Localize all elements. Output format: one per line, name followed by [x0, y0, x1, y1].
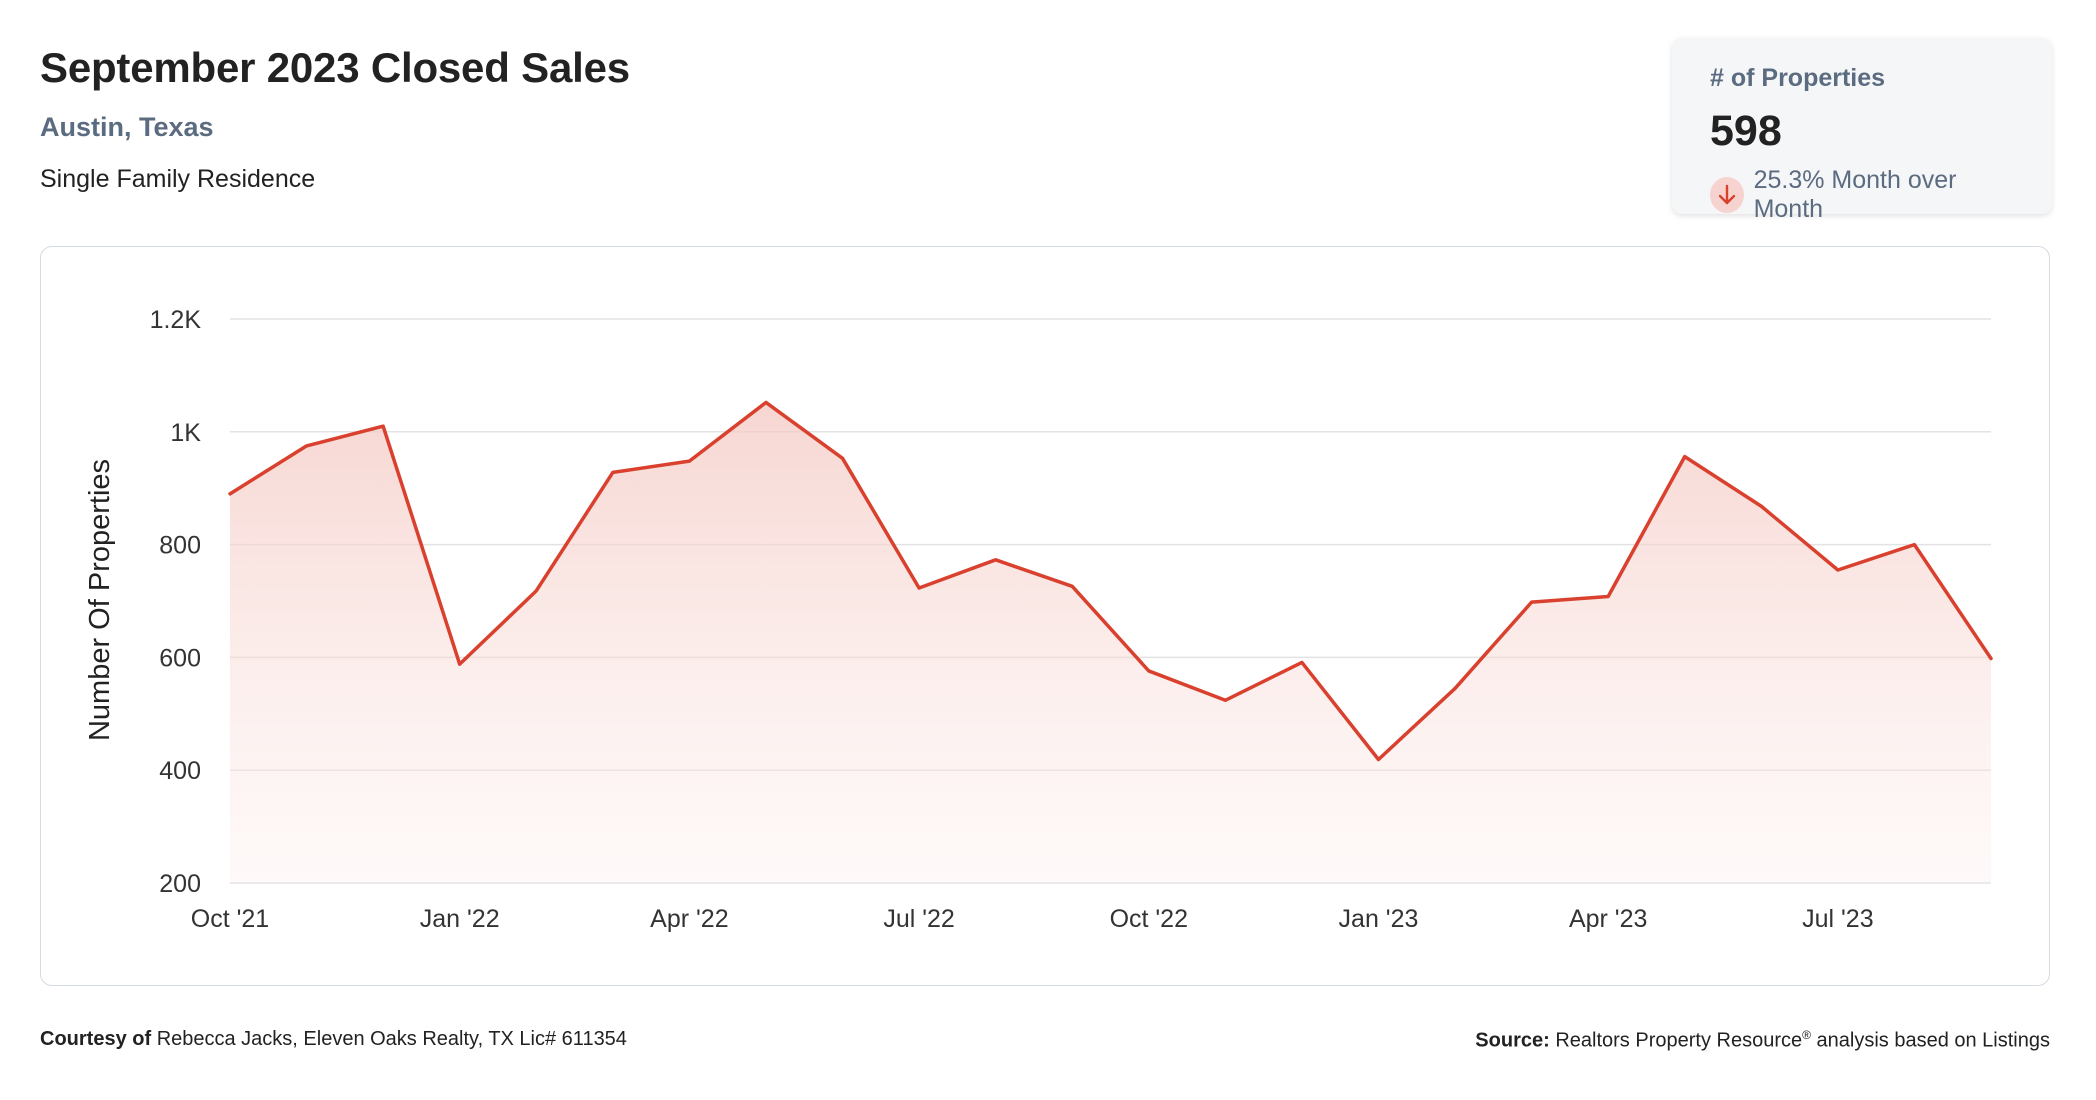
x-tick-label: Oct '21: [191, 905, 269, 933]
y-tick-label: 800: [159, 532, 201, 560]
stat-change: 25.3% Month over Month: [1710, 166, 2014, 224]
y-axis-title: Number Of Properties: [84, 459, 116, 741]
x-tick-label: Jul '23: [1802, 905, 1873, 933]
courtesy-label: Courtesy of: [40, 1028, 152, 1050]
source-footer: Source: Realtors Property Resource® anal…: [1475, 1028, 2050, 1053]
y-tick-label: 600: [159, 644, 201, 672]
courtesy-footer: Courtesy of Rebecca Jacks, Eleven Oaks R…: [40, 1028, 627, 1051]
stat-value: 598: [1710, 107, 1782, 155]
series-line: [228, 400, 1993, 762]
source-label: Source:: [1475, 1029, 1550, 1052]
page-title: September 2023 Closed Sales: [40, 44, 630, 91]
x-tick-label: Jul '22: [883, 905, 954, 933]
location-label: Austin, Texas: [40, 112, 214, 142]
x-tick-label: Jan '23: [1339, 905, 1419, 933]
stat-label: # of Properties: [1710, 64, 1886, 92]
stat-card: # of Properties 598 25.3% Month over Mon…: [1672, 38, 2052, 223]
registered-mark: ®: [1802, 1028, 1811, 1042]
x-tick-label: Oct '22: [1110, 905, 1188, 933]
y-tick-label: 1.2K: [150, 306, 202, 334]
header: September 2023 Closed Sales Austin, Texa…: [40, 44, 630, 194]
courtesy-text: Rebecca Jacks, Eleven Oaks Realty, TX Li…: [156, 1028, 627, 1050]
x-tick-label: Apr '22: [650, 905, 728, 933]
stat-change-text: 25.3% Month over Month: [1753, 166, 1957, 223]
closed-sales-chart: 200 400 600 800 1K 1.2K Oct '21 Jan '22 Apr '22…: [84, 306, 1993, 933]
property-type-label: Single Family Residence: [40, 165, 316, 193]
chart-panel: 200 400 600 800 1K 1.2K Oct '21 Jan '22 Apr '22…: [40, 246, 2050, 986]
y-tick-label: 400: [159, 757, 201, 785]
y-tick-label: 1K: [170, 419, 201, 447]
y-tick-label: 200: [159, 870, 201, 898]
x-tick-label: Jan '22: [420, 905, 500, 933]
source-text: Realtors Property Resource: [1555, 1029, 1803, 1052]
x-tick-label: Apr '23: [1569, 905, 1647, 933]
arrow-down-icon: [1710, 177, 1744, 213]
area-fill: [230, 402, 1991, 883]
source-text-suffix: analysis based on Listings: [1810, 1029, 2051, 1052]
